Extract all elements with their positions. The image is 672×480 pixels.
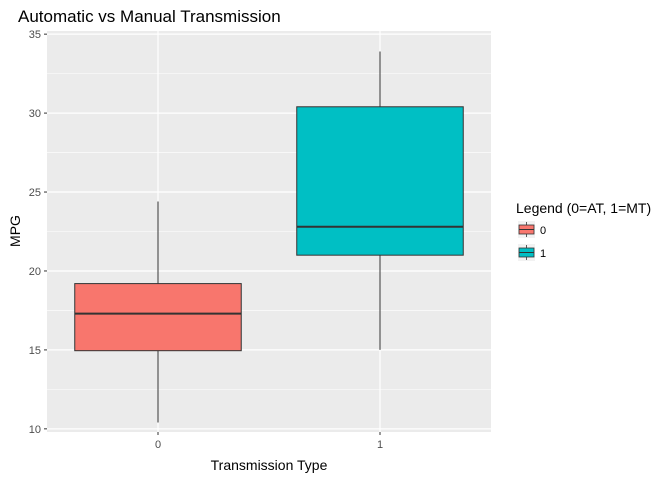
legend: Legend (0=AT, 1=MT) 0 1 xyxy=(516,200,651,261)
chart-title: Automatic vs Manual Transmission xyxy=(18,7,281,26)
legend-title: Legend (0=AT, 1=MT) xyxy=(516,200,651,216)
box-series xyxy=(74,51,464,423)
y-tick-label: 30 xyxy=(29,108,41,120)
legend-label: 0 xyxy=(540,225,546,237)
x-tick-label: 1 xyxy=(377,439,383,451)
y-axis-title: MPG xyxy=(7,215,23,247)
box-0 xyxy=(74,283,242,352)
x-tick-label: 0 xyxy=(155,439,161,451)
y-tick-label: 35 xyxy=(29,29,41,41)
axes: 10 15 20 25 30 35 0 1 xyxy=(29,29,383,451)
y-tick-label: 25 xyxy=(29,187,41,199)
legend-label: 1 xyxy=(540,248,546,260)
box-1 xyxy=(296,106,464,256)
y-tick-label: 10 xyxy=(29,424,41,436)
y-tick-label: 20 xyxy=(29,266,41,278)
y-tick-label: 15 xyxy=(29,345,41,357)
x-axis-title: Transmission Type xyxy=(211,457,328,473)
